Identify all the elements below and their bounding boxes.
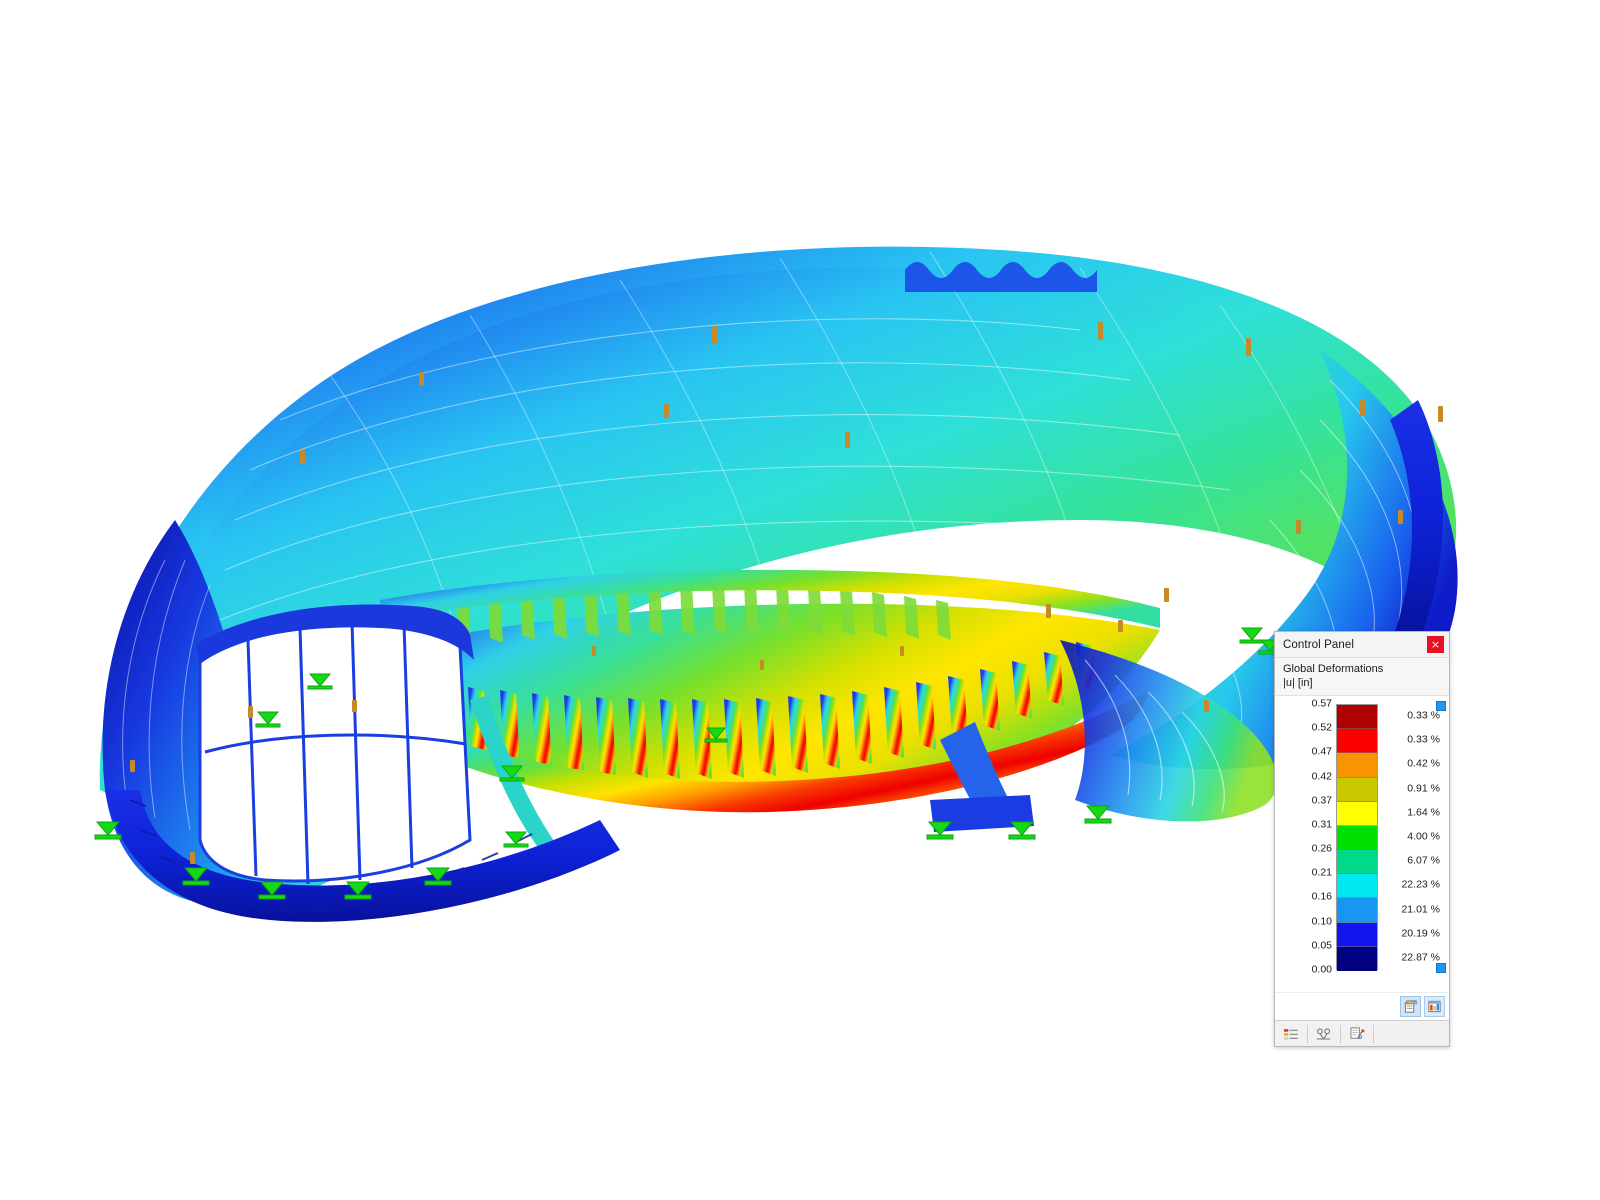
right-lower-skirt bbox=[1060, 640, 1277, 822]
control-panel-toolbar[interactable] bbox=[1275, 1020, 1449, 1046]
rim-rib-ticks bbox=[129, 799, 533, 913]
result-filter-icon[interactable] bbox=[1345, 1023, 1369, 1044]
control-panel-titlebar[interactable]: Control Panel × bbox=[1275, 632, 1449, 658]
upper-tier-chord bbox=[380, 569, 1160, 628]
legend-percent-value: 22.23 % bbox=[1401, 878, 1440, 891]
legend-swatch[interactable] bbox=[1337, 705, 1377, 730]
legend-percent-value: 20.19 % bbox=[1401, 927, 1440, 940]
legend-tick-value: 0.26 bbox=[1311, 842, 1332, 855]
control-panel-title: Control Panel bbox=[1283, 638, 1354, 651]
legend-swatch[interactable] bbox=[1337, 753, 1377, 778]
unit-label: |u| [in] bbox=[1283, 677, 1313, 689]
legend-swatch[interactable] bbox=[1337, 922, 1377, 947]
legend-percent-value: 21.01 % bbox=[1401, 903, 1440, 916]
legend-swatch[interactable] bbox=[1337, 850, 1377, 875]
legend-tick-column: 0.57 0.52 0.47 0.42 0.37 0.31 0.26 0.21 0.16 0.10… bbox=[1288, 698, 1332, 975]
legend-percent-value: 1.64 % bbox=[1407, 806, 1440, 819]
legend-tick-value: 0.31 bbox=[1311, 818, 1332, 831]
control-panel-action-row[interactable] bbox=[1275, 992, 1449, 1020]
legend-percent-value: 0.33 % bbox=[1407, 733, 1440, 746]
legend-percent-value: 6.07 % bbox=[1407, 854, 1440, 867]
scale-factor-icon[interactable] bbox=[1312, 1023, 1336, 1044]
outer-rim-ring bbox=[105, 400, 1443, 922]
toolbar-separator-2 bbox=[1340, 1024, 1341, 1043]
legend-tick-value: 0.42 bbox=[1311, 770, 1332, 783]
legend-percent-value: 0.91 % bbox=[1407, 782, 1440, 795]
support-symbols bbox=[94, 627, 1282, 900]
legend-swatch[interactable] bbox=[1337, 729, 1377, 754]
close-icon[interactable]: × bbox=[1427, 636, 1444, 653]
legend-percent-column: 0.33 % 0.33 % 0.42 % 0.91 % 1.64 % 4.00 % 6.07… bbox=[1382, 704, 1442, 970]
legend-settings-icon[interactable] bbox=[1279, 1023, 1303, 1044]
legend-tick-value: 0.47 bbox=[1311, 745, 1332, 758]
legend-percent-value: 4.00 % bbox=[1407, 830, 1440, 843]
legend-percent-value: 0.42 % bbox=[1407, 757, 1440, 770]
legend-swatch[interactable] bbox=[1337, 825, 1377, 851]
deformation-color-legend: 0.57 0.52 0.47 0.42 0.37 0.31 0.26 0.21 0.16 0.10… bbox=[1278, 698, 1446, 975]
left-facade-mullions bbox=[204, 621, 467, 885]
front-bottom-chord bbox=[348, 690, 1150, 813]
legend-tick-value: 0.52 bbox=[1311, 721, 1332, 734]
copy-to-clipboard-icon[interactable] bbox=[1400, 996, 1421, 1017]
roof-scallop-edge bbox=[905, 262, 1097, 292]
legend-tick-value: 0.05 bbox=[1311, 939, 1332, 952]
show-table-icon[interactable] bbox=[1424, 996, 1445, 1017]
legend-percent-value: 22.87 % bbox=[1401, 951, 1440, 964]
legend-tick-value: 0.21 bbox=[1311, 866, 1332, 879]
legend-tick-value: 0.10 bbox=[1311, 915, 1332, 928]
legend-swatch[interactable] bbox=[1337, 801, 1377, 826]
legend-tick-value: 0.37 bbox=[1311, 794, 1332, 807]
legend-swatch[interactable] bbox=[1337, 898, 1377, 923]
toolbar-separator-3 bbox=[1373, 1024, 1374, 1043]
legend-swatch[interactable] bbox=[1337, 777, 1377, 802]
legend-range-handle-bottom[interactable] bbox=[1436, 963, 1446, 973]
legend-tick-value: 0.16 bbox=[1311, 890, 1332, 903]
color-legend-area[interactable]: 0.57 0.52 0.47 0.42 0.37 0.31 0.26 0.21 0.16 0.10… bbox=[1275, 695, 1449, 992]
left-facade-arch bbox=[196, 604, 474, 664]
legend-tick-value: 0.57 bbox=[1311, 697, 1332, 710]
legend-percent-value: 0.33 % bbox=[1407, 709, 1440, 722]
left-facade bbox=[196, 604, 474, 885]
control-panel-header: Global Deformations |u| [in] bbox=[1275, 658, 1449, 695]
control-panel[interactable]: Control Panel × Global Deformations |u| … bbox=[1274, 631, 1450, 1047]
member-markers bbox=[130, 322, 1443, 864]
legend-swatch[interactable] bbox=[1337, 946, 1377, 971]
result-type-label: Global Deformations bbox=[1283, 663, 1384, 675]
legend-swatch[interactable] bbox=[1337, 874, 1377, 899]
right-support-leg bbox=[930, 722, 1034, 832]
toolbar-separator-1 bbox=[1307, 1024, 1308, 1043]
legend-tick-value: 0.00 bbox=[1311, 963, 1332, 976]
legend-range-handle-top[interactable] bbox=[1436, 701, 1446, 711]
legend-swatch-column[interactable] bbox=[1336, 704, 1378, 971]
